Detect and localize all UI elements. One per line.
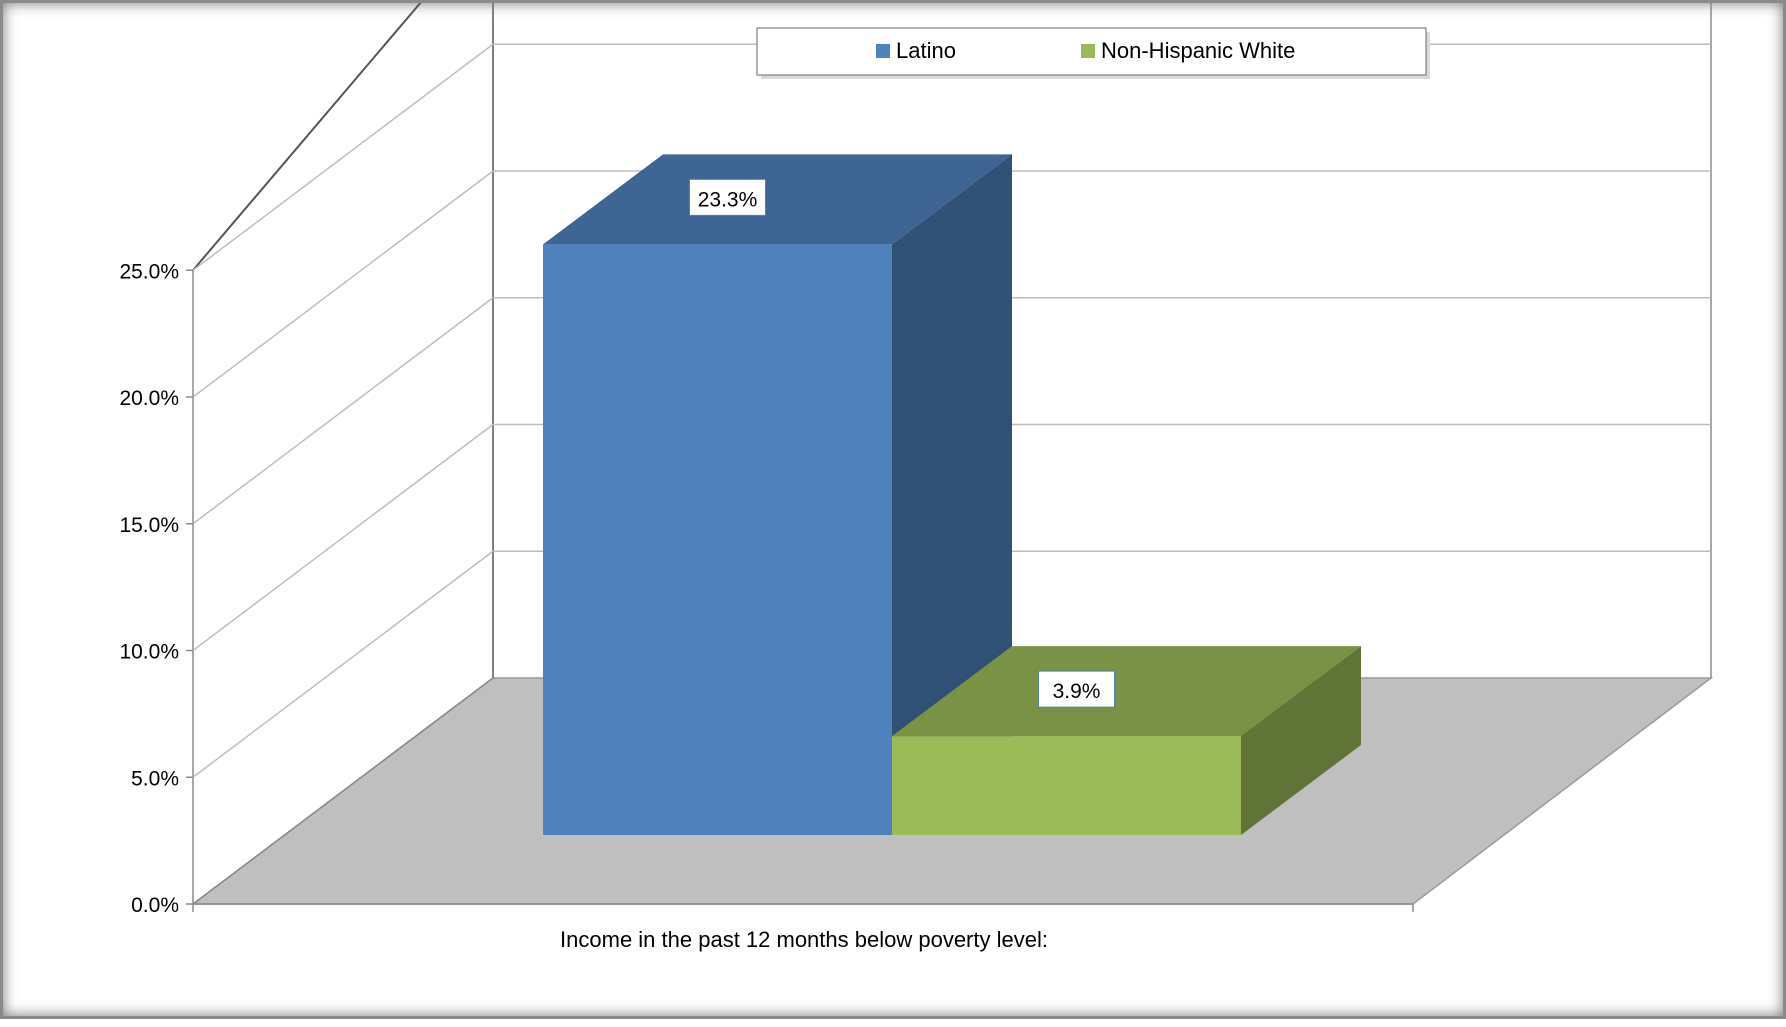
gridline-side — [192, 170, 494, 398]
y-tick-label: 0.0% — [131, 894, 179, 917]
y-tick-label: 15.0% — [119, 514, 179, 537]
legend-swatch — [1081, 44, 1095, 58]
side-wall-bottom-edge — [192, 677, 494, 905]
legend-entry-non-hispanic-white: Non-Hispanic White — [1081, 38, 1295, 63]
bar-chart-3d: 23.3% 3.9% 0.0% 5.0% 10.0% 15.0% 20.0% 25.0% L… — [119, 0, 1714, 952]
data-labels: 23.3% 3.9% — [689, 178, 1115, 708]
gridline-side — [192, 297, 494, 525]
side-wall-top-edge — [192, 0, 425, 271]
y-tick-label: 10.0% — [119, 641, 179, 664]
y-axis: 0.0% 5.0% 10.0% 15.0% 20.0% 25.0% — [119, 260, 193, 917]
bar-front-non-hispanic-white — [892, 736, 1241, 835]
y-tick-label: 25.0% — [119, 260, 179, 283]
legend-label: Latino — [896, 38, 956, 63]
legend-entry-latino: Latino — [876, 38, 956, 63]
bar-side-non-hispanic-white — [1241, 646, 1361, 835]
bar-side-latino — [892, 154, 1012, 836]
bar-top-latino — [543, 154, 1012, 245]
data-label-box — [1038, 670, 1115, 708]
gridline-side — [192, 43, 494, 271]
data-label-text: 3.9% — [1053, 680, 1101, 703]
data-label-latino: 23.3% — [689, 178, 766, 216]
bars — [543, 154, 1361, 836]
data-label-non-hispanic-white: 3.9% — [1038, 670, 1115, 708]
x-axis-category-label: Income in the past 12 months below pover… — [560, 927, 1048, 952]
data-label-text: 23.3% — [698, 188, 758, 211]
gridline-side — [192, 550, 494, 778]
data-label-box — [689, 178, 766, 216]
bar-front-latino — [543, 244, 892, 836]
legend-label: Non-Hispanic White — [1101, 38, 1295, 63]
y-tick-label: 5.0% — [131, 767, 179, 790]
bar-top-non-hispanic-white — [892, 646, 1361, 737]
legend-box — [756, 27, 1427, 76]
gridline-side — [192, 423, 494, 652]
y-tick-label: 20.0% — [119, 387, 179, 410]
legend: Latino Non-Hispanic White — [756, 27, 1430, 79]
legend-swatch — [876, 44, 890, 58]
